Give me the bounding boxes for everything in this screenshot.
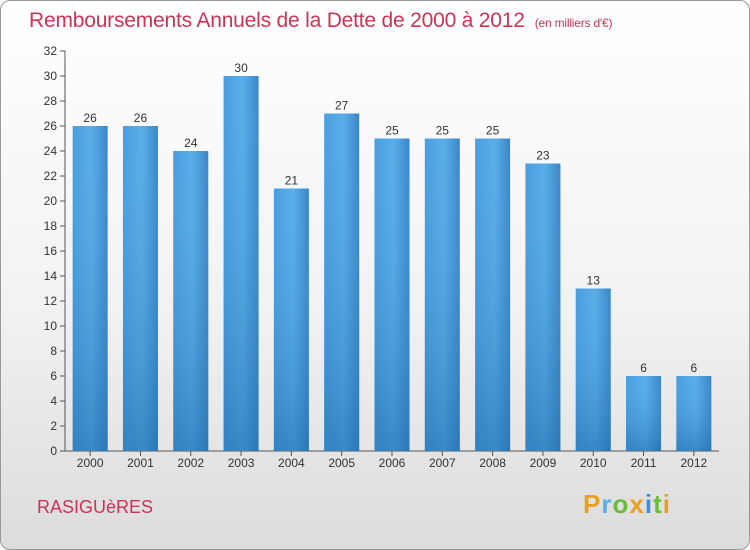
y-tick-label: 18 <box>44 219 58 233</box>
x-tick-label: 2000 <box>77 456 104 470</box>
value-label: 26 <box>83 111 97 125</box>
bar-shade-2011 <box>626 376 662 451</box>
x-tick-label: 2008 <box>479 456 506 470</box>
bar-shade-2006 <box>374 138 410 451</box>
bar-shade-2001 <box>122 126 158 451</box>
x-tick-label: 2006 <box>379 456 406 470</box>
y-tick-label: 10 <box>44 319 58 333</box>
value-label: 23 <box>536 149 550 163</box>
x-tick-label: 2011 <box>631 456 657 470</box>
y-tick-label: 2 <box>50 419 57 433</box>
value-label: 25 <box>385 124 399 138</box>
chart-title: Remboursements Annuels de la Dette de 20… <box>29 9 612 33</box>
y-tick-label: 26 <box>44 119 58 133</box>
bar-shade-2002 <box>173 151 209 451</box>
y-tick-label: 12 <box>44 294 58 308</box>
value-label: 25 <box>486 124 500 138</box>
x-tick-label: 2005 <box>328 456 355 470</box>
bar-shade-2008 <box>475 138 511 451</box>
value-label: 30 <box>234 61 248 75</box>
y-tick-label: 4 <box>50 394 57 408</box>
bar-shade-2000 <box>72 126 108 451</box>
x-tick-label: 2004 <box>278 456 305 470</box>
bar-shade-2010 <box>575 288 611 451</box>
x-tick-label: 2002 <box>177 456 204 470</box>
y-tick-label: 16 <box>44 244 58 258</box>
bar-shade-2003 <box>223 76 259 451</box>
value-label: 13 <box>587 274 601 288</box>
x-tick-label: 2010 <box>580 456 607 470</box>
x-tick-label: 2003 <box>228 456 255 470</box>
bars: 26 26 24 30 21 27 25 25 25 23 13 6 6 <box>72 61 712 451</box>
y-tick-label: 30 <box>44 69 58 83</box>
y-tick-label: 0 <box>50 444 57 458</box>
y-tick-label: 14 <box>44 269 58 283</box>
y-tick-label: 22 <box>44 169 58 183</box>
y-tick-label: 8 <box>50 344 57 358</box>
y-tick-label: 28 <box>44 94 58 108</box>
y-tick-label: 24 <box>44 144 58 158</box>
value-label: 24 <box>184 136 198 150</box>
value-label: 21 <box>285 174 299 188</box>
value-label: 25 <box>436 124 450 138</box>
title-text: Remboursements Annuels de la Dette de 20… <box>29 9 525 32</box>
bar-shade-2012 <box>676 376 712 451</box>
y-tick-label: 32 <box>44 44 58 58</box>
unit-label: (en milliers d'€) <box>534 16 613 30</box>
y-tick-label: 6 <box>50 369 57 383</box>
value-label: 26 <box>134 111 148 125</box>
value-label: 27 <box>335 99 349 113</box>
bar-shade-2007 <box>424 138 460 451</box>
x-tick-label: 2001 <box>127 456 154 470</box>
commune-name: RASIGUèRES <box>37 497 154 517</box>
x-tick-label: 2007 <box>429 456 456 470</box>
proxiti-logo: Proxiti <box>583 489 671 519</box>
bar-shade-2005 <box>324 113 360 451</box>
bar-shade-2009 <box>525 163 561 451</box>
value-label: 6 <box>640 361 647 375</box>
x-tick-label: 2009 <box>530 456 557 470</box>
bar-shade-2004 <box>273 188 309 451</box>
y-tick-label: 20 <box>44 194 58 208</box>
value-label: 6 <box>691 361 698 375</box>
x-tick-label: 2012 <box>680 456 707 470</box>
